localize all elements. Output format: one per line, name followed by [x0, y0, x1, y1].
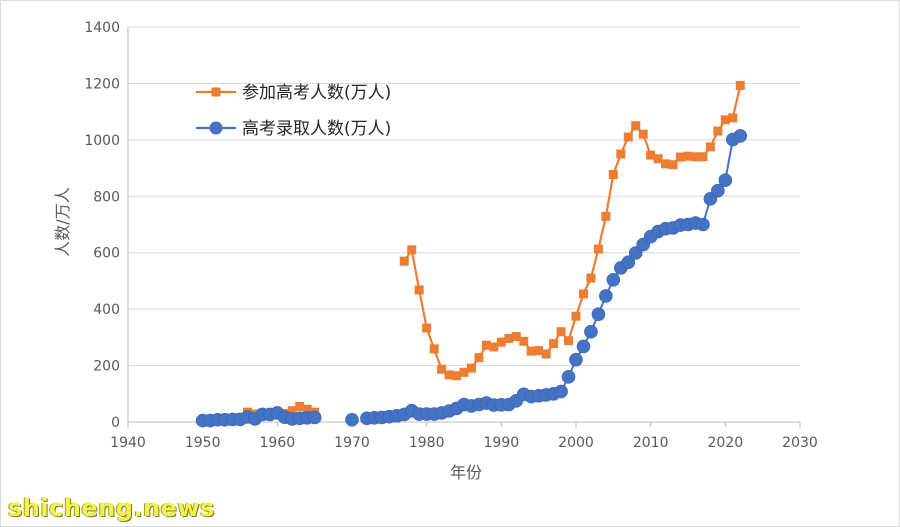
x-tick-label: 2000 [558, 435, 594, 451]
data-point [459, 367, 469, 377]
data-point [733, 129, 748, 143]
data-point [307, 410, 322, 425]
x-tick-label: 2020 [708, 435, 744, 451]
data-point [690, 152, 700, 162]
series-2 [195, 129, 748, 428]
data-point [556, 327, 566, 337]
x-tick-label: 1940 [110, 435, 146, 451]
data-point [718, 173, 733, 188]
data-point [616, 149, 626, 159]
data-point [564, 336, 574, 346]
data-point [576, 339, 591, 354]
data-point [295, 401, 305, 411]
data-point [735, 80, 745, 90]
data-point [561, 370, 576, 384]
data-point [584, 324, 598, 339]
y-tick-label: 200 [93, 359, 120, 375]
x-tick-label: 1970 [334, 435, 370, 451]
data-point [422, 323, 432, 333]
data-point [653, 154, 663, 164]
legend-marker-square [211, 87, 221, 97]
y-tick-label: 600 [93, 246, 120, 262]
data-point [646, 150, 656, 160]
data-point [414, 285, 424, 295]
data-point [345, 412, 359, 427]
data-point [399, 256, 409, 266]
data-point [496, 337, 506, 347]
legend: 参加高考人数(万人) 高考录取人数(万人) [196, 83, 391, 139]
data-point [621, 255, 636, 270]
data-point [720, 115, 730, 125]
data-point [601, 211, 611, 221]
data-point [444, 370, 454, 380]
data-point [571, 311, 581, 321]
data-point [511, 332, 521, 342]
legend-label: 参加高考人数(万人) [242, 83, 391, 103]
x-tick-label: 1960 [260, 435, 296, 451]
data-point [705, 142, 715, 152]
data-point [591, 307, 606, 322]
data-point [287, 406, 297, 416]
y-tick-label: 1200 [84, 76, 120, 92]
data-point [676, 152, 686, 162]
legend-marker-circle [209, 121, 223, 135]
data-point [407, 245, 417, 255]
data-point [302, 404, 312, 414]
data-point [638, 129, 648, 139]
y-tick-label: 1400 [84, 20, 120, 36]
x-tick-label: 1990 [484, 435, 520, 451]
data-point [711, 183, 725, 198]
x-tick-label: 2010 [633, 435, 669, 451]
tick-labels: 0 200 400 600 800 1000 1200 1400 1940 1950 1960 197… [84, 20, 817, 451]
gridlines [128, 26, 800, 367]
watermark: shicheng.news [8, 494, 215, 522]
data-point [661, 159, 671, 169]
data-point [683, 151, 693, 161]
data-point [504, 333, 514, 343]
y-tick-label: 400 [93, 302, 120, 318]
data-point [631, 121, 641, 131]
data-point [481, 340, 491, 350]
data-point [696, 217, 710, 232]
x-tick-label: 1980 [409, 435, 445, 451]
legend-label: 高考录取人数(万人) [242, 119, 391, 139]
data-point [599, 289, 613, 303]
data-point [586, 273, 596, 283]
y-tick-label: 1000 [84, 133, 120, 149]
y-tick-label: 800 [93, 189, 120, 205]
data-point [466, 363, 476, 373]
data-point [608, 170, 618, 180]
data-point [593, 244, 603, 254]
data-point [519, 336, 529, 346]
data-point [474, 353, 484, 363]
data-point [578, 289, 588, 299]
data-point [549, 339, 559, 349]
x-tick-label: 2030 [782, 435, 818, 451]
data-point [554, 384, 568, 399]
x-axis-title: 年份 [450, 463, 482, 482]
data-point [728, 113, 738, 123]
data-point [452, 371, 462, 381]
data-point [668, 160, 678, 170]
y-tick-label: 0 [111, 415, 120, 431]
y-axis-title: 人数/万人 [53, 187, 72, 256]
data-point [437, 364, 447, 374]
data-point [569, 352, 583, 367]
x-tick-label: 1950 [185, 435, 221, 451]
data-point [526, 346, 536, 356]
data-point [489, 342, 499, 352]
data-point [698, 152, 708, 162]
data-point [606, 272, 621, 287]
data-point [541, 349, 551, 359]
data-point [534, 346, 544, 356]
series-group [195, 80, 748, 428]
data-point [713, 126, 723, 136]
data-point [429, 344, 439, 354]
data-point [623, 132, 633, 142]
